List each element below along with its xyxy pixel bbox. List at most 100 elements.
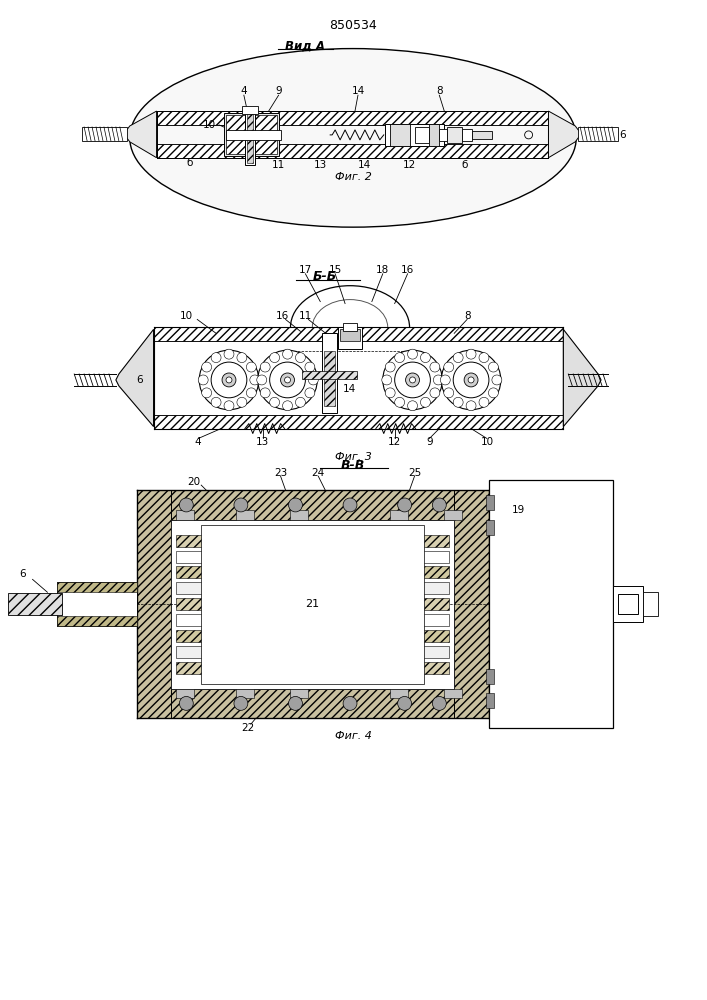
Bar bbox=[177, 646, 449, 658]
Bar bbox=[177, 662, 449, 674]
Bar bbox=[177, 535, 449, 547]
Circle shape bbox=[211, 353, 221, 363]
Bar bbox=[429, 124, 439, 146]
Text: 22: 22 bbox=[241, 723, 255, 733]
Circle shape bbox=[234, 696, 248, 710]
Bar bbox=[57, 582, 136, 592]
Bar bbox=[486, 693, 494, 708]
Bar bbox=[444, 510, 462, 520]
Circle shape bbox=[260, 388, 270, 398]
Circle shape bbox=[257, 375, 267, 385]
Bar bbox=[291, 510, 308, 520]
Circle shape bbox=[395, 353, 404, 363]
Text: 12: 12 bbox=[388, 437, 402, 447]
Circle shape bbox=[397, 696, 411, 710]
Circle shape bbox=[201, 388, 211, 398]
Bar bbox=[171, 520, 454, 689]
Bar bbox=[201, 525, 424, 684]
Circle shape bbox=[281, 373, 295, 387]
Circle shape bbox=[211, 362, 247, 398]
Text: 6: 6 bbox=[19, 569, 26, 579]
Text: Вид А: Вид А bbox=[286, 39, 325, 52]
Bar bbox=[177, 551, 449, 563]
Bar bbox=[226, 115, 276, 154]
Circle shape bbox=[284, 377, 291, 383]
Bar bbox=[390, 689, 407, 698]
Bar bbox=[153, 415, 563, 429]
Text: 4: 4 bbox=[195, 437, 201, 447]
Circle shape bbox=[385, 388, 395, 398]
Circle shape bbox=[479, 353, 489, 363]
Bar bbox=[82, 127, 127, 141]
Text: 19: 19 bbox=[512, 505, 525, 515]
Polygon shape bbox=[549, 111, 581, 158]
Bar bbox=[338, 327, 362, 349]
Bar bbox=[291, 689, 308, 698]
Circle shape bbox=[441, 350, 501, 410]
Polygon shape bbox=[116, 329, 153, 427]
Text: 6: 6 bbox=[619, 130, 626, 140]
Text: 16: 16 bbox=[401, 265, 414, 275]
Circle shape bbox=[211, 397, 221, 407]
Text: Б-Б: Б-Б bbox=[313, 270, 337, 283]
Bar bbox=[303, 371, 357, 379]
Text: 17: 17 bbox=[299, 265, 312, 275]
Circle shape bbox=[180, 696, 193, 710]
Bar bbox=[454, 490, 489, 718]
Circle shape bbox=[226, 377, 232, 383]
Circle shape bbox=[269, 362, 305, 398]
Circle shape bbox=[382, 375, 392, 385]
Text: 25: 25 bbox=[408, 468, 421, 478]
Bar bbox=[236, 510, 254, 520]
Circle shape bbox=[397, 498, 411, 512]
Bar bbox=[136, 490, 489, 520]
Circle shape bbox=[246, 362, 256, 372]
Bar bbox=[414, 127, 429, 143]
Circle shape bbox=[283, 349, 293, 359]
Bar bbox=[177, 566, 449, 578]
Circle shape bbox=[296, 353, 305, 363]
Bar bbox=[177, 614, 449, 626]
Text: 23: 23 bbox=[274, 468, 287, 478]
Circle shape bbox=[385, 362, 395, 372]
Circle shape bbox=[296, 397, 305, 407]
Circle shape bbox=[237, 353, 247, 363]
Bar bbox=[226, 130, 281, 140]
Bar bbox=[247, 111, 253, 163]
Text: В-В: В-В bbox=[341, 459, 365, 472]
Bar bbox=[224, 113, 279, 156]
Circle shape bbox=[305, 362, 315, 372]
Circle shape bbox=[479, 397, 489, 407]
Bar bbox=[177, 510, 194, 520]
Circle shape bbox=[430, 388, 440, 398]
Bar bbox=[618, 594, 638, 614]
Text: 14: 14 bbox=[342, 384, 356, 394]
Bar bbox=[236, 689, 254, 698]
Circle shape bbox=[489, 388, 498, 398]
Bar bbox=[643, 592, 658, 616]
Circle shape bbox=[444, 362, 454, 372]
Text: 8: 8 bbox=[436, 86, 443, 96]
Text: 10: 10 bbox=[203, 120, 216, 130]
Circle shape bbox=[224, 349, 234, 359]
Bar bbox=[177, 689, 194, 698]
Polygon shape bbox=[563, 329, 601, 427]
Text: 14: 14 bbox=[358, 160, 372, 170]
Circle shape bbox=[433, 498, 446, 512]
Bar bbox=[322, 333, 337, 413]
Circle shape bbox=[343, 498, 357, 512]
Text: 9: 9 bbox=[275, 86, 282, 96]
Text: 6: 6 bbox=[136, 375, 143, 385]
Circle shape bbox=[237, 397, 247, 407]
Circle shape bbox=[269, 397, 279, 407]
Circle shape bbox=[453, 397, 463, 407]
Bar bbox=[486, 520, 494, 535]
Circle shape bbox=[395, 362, 431, 398]
Bar bbox=[613, 586, 643, 622]
Text: Фиг. 3: Фиг. 3 bbox=[334, 452, 371, 462]
Circle shape bbox=[453, 362, 489, 398]
Circle shape bbox=[489, 362, 498, 372]
Text: 15: 15 bbox=[329, 265, 341, 275]
Bar bbox=[385, 124, 444, 146]
Text: 850534: 850534 bbox=[329, 19, 377, 32]
